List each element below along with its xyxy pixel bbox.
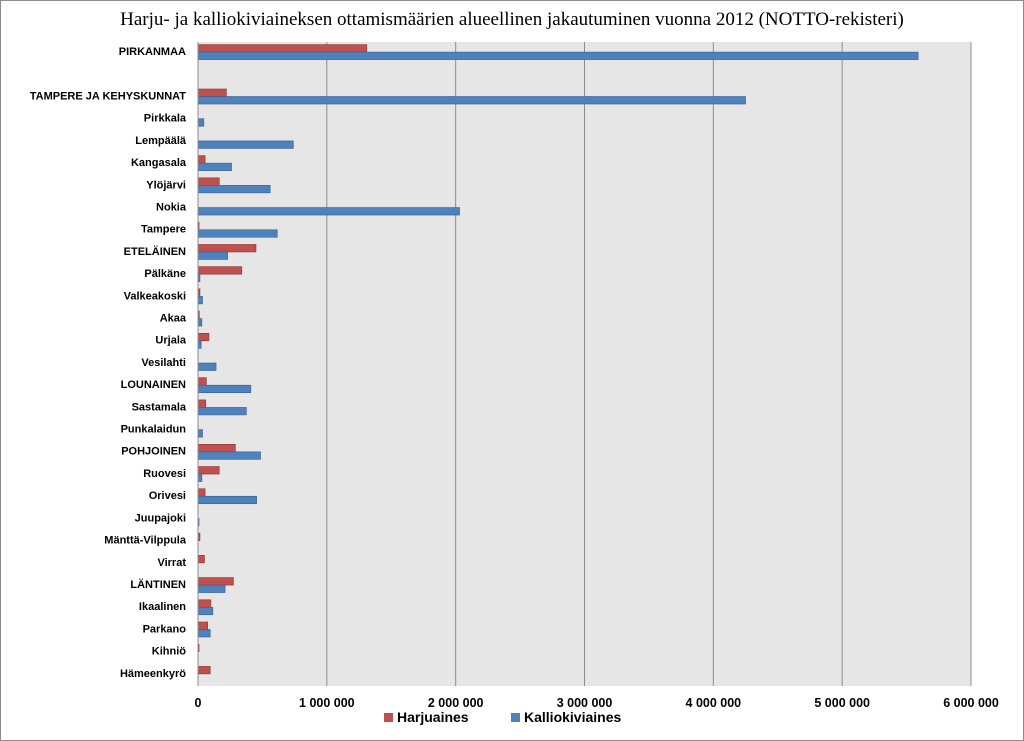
category-label: Ruovesi [143,468,186,480]
category-label: Pirkkala [144,113,187,125]
category-label: Parkano [143,623,187,635]
category-label: Urjala [155,335,186,347]
kalliokiviaines-bar [197,96,746,105]
harjuaines-bar [197,555,205,564]
kalliokiviaines-bar [197,251,228,260]
category-label: Punkalaidun [121,424,187,436]
x-tick-label: 3 000 000 [557,696,613,710]
harjuaines-bar [197,44,368,53]
legend-swatch [384,713,393,722]
category-label: Nokia [156,201,187,213]
legend-label: Kalliokiviaines [524,709,621,725]
x-tick-label: 4 000 000 [686,696,742,710]
category-label: TAMPERE JA KEHYSKUNNAT [30,90,187,102]
x-tick-labels: 0 1 000 000 2 000 000 3 000 000 4 000 000 5 0… [195,696,999,710]
category-label: Kihniö [152,646,186,658]
kalliokiviaines-bar [197,584,226,593]
kalliokiviaines-bar [197,495,257,505]
kalliokiviaines-bar [197,362,217,371]
kalliokiviaines-bar [197,318,203,327]
harjuaines-bar [197,488,206,497]
kalliokiviaines-bar [197,185,271,194]
category-label: Kangasala [131,157,187,169]
harjuaines-bar [197,466,220,475]
harjuaines-bar [197,332,210,342]
kalliokiviaines-bar [197,296,203,305]
category-label: Tampere [141,224,186,236]
kalliokiviaines-bar [197,140,294,149]
kalliokiviaines-bar [197,606,214,616]
x-tick-label: 2 000 000 [428,696,484,710]
kalliokiviaines-bar [197,473,203,482]
category-label: Pälkäne [144,268,186,280]
harjuaines-bar [197,399,207,408]
kalliokiviaines-bar [197,162,232,171]
harjuaines-bar [197,666,211,675]
category-labels: PIRKANMAA TAMPERE JA KEHYSKUNNAT Pirkkala L… [30,46,187,680]
kalliokiviaines-bar [197,384,252,394]
kalliokiviaines-bar [197,118,205,127]
chart-title: Harju- ja kalliokiviaineksen ottamismäär… [120,9,904,30]
category-label: LÄNTINEN [130,578,186,591]
category-label: Lempäälä [135,135,187,147]
harjuaines-bar [197,177,220,186]
category-label: Sastamala [132,401,187,413]
x-tick-label: 1 000 000 [299,696,355,710]
legend: Harjuaines Kalliokiviaines [384,709,621,725]
kalliokiviaines-bar [197,207,460,216]
category-label: Orivesi [149,490,186,502]
harjuaines-bar [197,155,206,164]
harjuaines-bar [197,621,208,630]
harjuaines-bar [197,88,227,97]
category-label: PIRKANMAA [119,46,186,58]
category-label: Ikaalinen [139,601,186,613]
gridlines [326,42,972,686]
category-label: Valkeakoski [124,290,186,302]
legend-swatch [511,713,520,722]
harjuaines-bar [197,577,234,586]
harjuaines-bar [197,599,212,608]
kalliokiviaines-bar [197,429,203,438]
x-tick-label: 0 [195,696,202,710]
legend-label: Harjuaines [397,709,469,725]
x-tick-label: 5 000 000 [814,696,870,710]
harjuaines-bar [197,377,207,386]
harjuaines-bar [197,266,243,275]
harjuaines-bar [197,244,257,253]
kalliokiviaines-bar [197,51,919,60]
category-label: Virrat [157,557,186,569]
category-label: Juupajoki [135,512,186,524]
kalliokiviaines-bar [197,229,278,238]
kalliokiviaines-bar [197,629,211,638]
category-label: Akaa [160,312,187,324]
category-label: Hämeenkyrö [120,668,186,680]
harjuaines-bar [197,444,236,453]
category-label: LOUNAINEN [121,379,186,391]
bars [197,44,919,675]
kalliokiviaines-bar [197,451,261,460]
category-label: Vesilahti [141,357,186,369]
category-label: Mänttä-Vilppula [104,535,187,547]
category-label: POHJOINEN [121,446,186,458]
category-label: ETELÄINEN [124,245,186,258]
x-tick-label: 6 000 000 [943,696,999,710]
kalliokiviaines-bar [197,407,247,416]
category-label: Ylöjärvi [146,179,186,191]
